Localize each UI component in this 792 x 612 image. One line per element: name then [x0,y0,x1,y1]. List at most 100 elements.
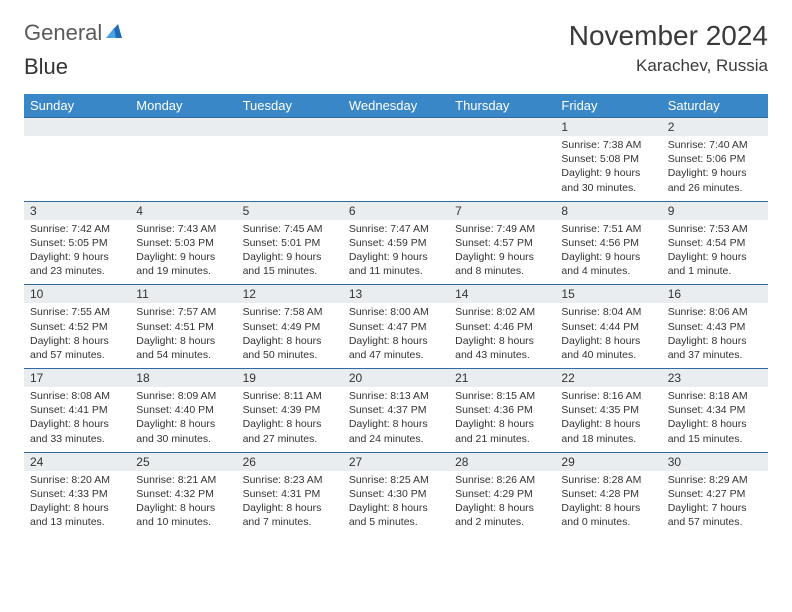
day-number: 7 [449,202,555,220]
weekday-header: Thursday [449,94,555,118]
day-details: Sunrise: 8:15 AMSunset: 4:36 PMDaylight:… [449,387,555,452]
calendar-cell: 19Sunrise: 8:11 AMSunset: 4:39 PMDayligh… [237,369,343,453]
calendar-cell: 17Sunrise: 8:08 AMSunset: 4:41 PMDayligh… [24,369,130,453]
calendar-cell [130,118,236,202]
day-details: Sunrise: 8:13 AMSunset: 4:37 PMDaylight:… [343,387,449,452]
day-number: 26 [237,453,343,471]
day-number: 14 [449,285,555,303]
calendar-cell: 22Sunrise: 8:16 AMSunset: 4:35 PMDayligh… [555,369,661,453]
day-number: 16 [662,285,768,303]
day-number: 11 [130,285,236,303]
day-empty [130,136,236,200]
day-details: Sunrise: 7:38 AMSunset: 5:08 PMDaylight:… [555,136,661,201]
day-number: 23 [662,369,768,387]
calendar-cell: 26Sunrise: 8:23 AMSunset: 4:31 PMDayligh… [237,452,343,535]
calendar-cell: 4Sunrise: 7:43 AMSunset: 5:03 PMDaylight… [130,201,236,285]
day-number: 22 [555,369,661,387]
day-details: Sunrise: 7:40 AMSunset: 5:06 PMDaylight:… [662,136,768,201]
calendar-cell: 27Sunrise: 8:25 AMSunset: 4:30 PMDayligh… [343,452,449,535]
day-number: 21 [449,369,555,387]
calendar-table: SundayMondayTuesdayWednesdayThursdayFrid… [24,94,768,535]
day-number: 25 [130,453,236,471]
day-number-empty [343,118,449,136]
day-details: Sunrise: 8:09 AMSunset: 4:40 PMDaylight:… [130,387,236,452]
day-number: 6 [343,202,449,220]
calendar-cell [237,118,343,202]
day-details: Sunrise: 8:26 AMSunset: 4:29 PMDaylight:… [449,471,555,536]
day-number-empty [449,118,555,136]
day-number: 13 [343,285,449,303]
day-details: Sunrise: 7:42 AMSunset: 5:05 PMDaylight:… [24,220,130,285]
calendar-row: 24Sunrise: 8:20 AMSunset: 4:33 PMDayligh… [24,452,768,535]
calendar-cell: 6Sunrise: 7:47 AMSunset: 4:59 PMDaylight… [343,201,449,285]
calendar-cell: 30Sunrise: 8:29 AMSunset: 4:27 PMDayligh… [662,452,768,535]
brand-part1: General [24,20,102,46]
day-number-empty [130,118,236,136]
day-details: Sunrise: 8:29 AMSunset: 4:27 PMDaylight:… [662,471,768,536]
day-number-empty [24,118,130,136]
day-empty [343,136,449,200]
calendar-cell [343,118,449,202]
day-details: Sunrise: 8:21 AMSunset: 4:32 PMDaylight:… [130,471,236,536]
day-details: Sunrise: 7:57 AMSunset: 4:51 PMDaylight:… [130,303,236,368]
calendar-cell: 23Sunrise: 8:18 AMSunset: 4:34 PMDayligh… [662,369,768,453]
day-empty [449,136,555,200]
calendar-cell: 28Sunrise: 8:26 AMSunset: 4:29 PMDayligh… [449,452,555,535]
day-details: Sunrise: 7:43 AMSunset: 5:03 PMDaylight:… [130,220,236,285]
day-number: 10 [24,285,130,303]
day-number: 28 [449,453,555,471]
calendar-row: 17Sunrise: 8:08 AMSunset: 4:41 PMDayligh… [24,369,768,453]
day-details: Sunrise: 8:11 AMSunset: 4:39 PMDaylight:… [237,387,343,452]
calendar-cell: 21Sunrise: 8:15 AMSunset: 4:36 PMDayligh… [449,369,555,453]
calendar-cell: 24Sunrise: 8:20 AMSunset: 4:33 PMDayligh… [24,452,130,535]
calendar-cell: 7Sunrise: 7:49 AMSunset: 4:57 PMDaylight… [449,201,555,285]
sail-icon [104,20,124,46]
day-number: 15 [555,285,661,303]
day-details: Sunrise: 8:06 AMSunset: 4:43 PMDaylight:… [662,303,768,368]
day-details: Sunrise: 8:20 AMSunset: 4:33 PMDaylight:… [24,471,130,536]
calendar-cell [449,118,555,202]
brand-part2: Blue [24,54,68,79]
day-details: Sunrise: 7:55 AMSunset: 4:52 PMDaylight:… [24,303,130,368]
day-number: 17 [24,369,130,387]
calendar-cell: 18Sunrise: 8:09 AMSunset: 4:40 PMDayligh… [130,369,236,453]
day-details: Sunrise: 8:08 AMSunset: 4:41 PMDaylight:… [24,387,130,452]
day-number: 20 [343,369,449,387]
calendar-row: 10Sunrise: 7:55 AMSunset: 4:52 PMDayligh… [24,285,768,369]
day-number: 2 [662,118,768,136]
calendar-cell: 2Sunrise: 7:40 AMSunset: 5:06 PMDaylight… [662,118,768,202]
day-details: Sunrise: 7:58 AMSunset: 4:49 PMDaylight:… [237,303,343,368]
calendar-cell: 12Sunrise: 7:58 AMSunset: 4:49 PMDayligh… [237,285,343,369]
day-details: Sunrise: 8:25 AMSunset: 4:30 PMDaylight:… [343,471,449,536]
day-details: Sunrise: 8:02 AMSunset: 4:46 PMDaylight:… [449,303,555,368]
brand-logo: General [24,20,125,46]
calendar-cell: 25Sunrise: 8:21 AMSunset: 4:32 PMDayligh… [130,452,236,535]
calendar-body: 1Sunrise: 7:38 AMSunset: 5:08 PMDaylight… [24,118,768,536]
weekday-header: Wednesday [343,94,449,118]
day-details: Sunrise: 7:51 AMSunset: 4:56 PMDaylight:… [555,220,661,285]
day-details: Sunrise: 8:00 AMSunset: 4:47 PMDaylight:… [343,303,449,368]
day-number: 29 [555,453,661,471]
location-subtitle: Karachev, Russia [569,56,768,76]
day-number: 18 [130,369,236,387]
day-number: 27 [343,453,449,471]
calendar-cell: 20Sunrise: 8:13 AMSunset: 4:37 PMDayligh… [343,369,449,453]
calendar-cell: 16Sunrise: 8:06 AMSunset: 4:43 PMDayligh… [662,285,768,369]
calendar-cell [24,118,130,202]
day-empty [237,136,343,200]
day-details: Sunrise: 8:04 AMSunset: 4:44 PMDaylight:… [555,303,661,368]
calendar-cell: 3Sunrise: 7:42 AMSunset: 5:05 PMDaylight… [24,201,130,285]
calendar-row: 3Sunrise: 7:42 AMSunset: 5:05 PMDaylight… [24,201,768,285]
day-details: Sunrise: 8:28 AMSunset: 4:28 PMDaylight:… [555,471,661,536]
calendar-cell: 13Sunrise: 8:00 AMSunset: 4:47 PMDayligh… [343,285,449,369]
calendar-cell: 15Sunrise: 8:04 AMSunset: 4:44 PMDayligh… [555,285,661,369]
weekday-header-row: SundayMondayTuesdayWednesdayThursdayFrid… [24,94,768,118]
day-number: 3 [24,202,130,220]
day-number: 24 [24,453,130,471]
day-details: Sunrise: 7:47 AMSunset: 4:59 PMDaylight:… [343,220,449,285]
calendar-cell: 11Sunrise: 7:57 AMSunset: 4:51 PMDayligh… [130,285,236,369]
day-details: Sunrise: 7:53 AMSunset: 4:54 PMDaylight:… [662,220,768,285]
calendar-cell: 10Sunrise: 7:55 AMSunset: 4:52 PMDayligh… [24,285,130,369]
calendar-row: 1Sunrise: 7:38 AMSunset: 5:08 PMDaylight… [24,118,768,202]
day-number: 12 [237,285,343,303]
